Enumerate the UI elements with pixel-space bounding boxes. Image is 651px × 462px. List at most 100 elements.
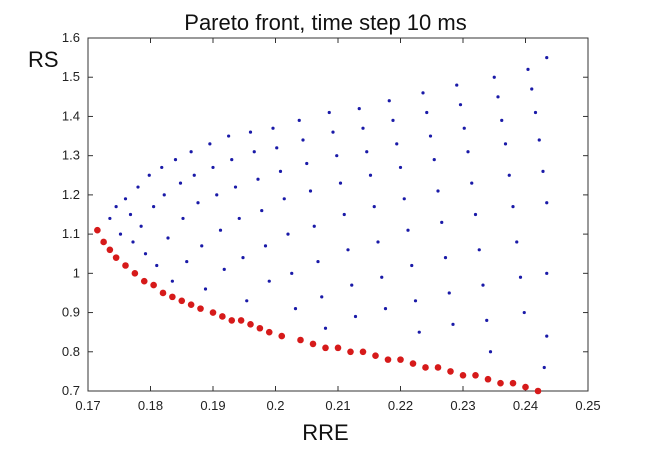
solution-point	[353, 314, 358, 319]
pareto-point	[397, 356, 404, 363]
pareto-point	[228, 317, 236, 324]
solution-point	[542, 365, 546, 370]
solution-point	[166, 236, 170, 240]
solution-point	[368, 173, 373, 177]
pareto-point	[219, 313, 226, 320]
solution-point	[118, 232, 123, 236]
solution-point	[346, 248, 350, 252]
solution-point	[218, 228, 223, 232]
pareto-point	[100, 238, 107, 246]
pareto-point	[265, 328, 273, 336]
axes-frame	[87, 37, 589, 392]
solution-point	[383, 307, 388, 311]
pareto-point	[522, 383, 529, 391]
solution-point	[181, 216, 185, 221]
solution-point	[136, 185, 140, 189]
x-axis-label: RRE	[302, 420, 349, 445]
solution-point	[455, 83, 459, 87]
solution-point	[196, 201, 200, 205]
solution-point	[545, 271, 549, 275]
solution-point	[241, 256, 245, 260]
x-tick-label: 0.21	[325, 398, 350, 413]
pareto-point	[422, 364, 429, 371]
solution-point	[398, 165, 403, 170]
solution-point	[470, 181, 474, 185]
solution-point	[323, 326, 328, 330]
y-tick-label: 0.9	[62, 305, 80, 320]
solution-point	[421, 91, 425, 95]
solution-point	[331, 130, 335, 134]
solution-point	[155, 263, 159, 268]
solution-point	[503, 142, 508, 146]
solution-point	[192, 173, 196, 177]
pareto-point	[112, 254, 120, 261]
solution-point	[391, 118, 395, 122]
pareto-point	[359, 348, 367, 356]
pareto-point	[131, 270, 139, 277]
solution-point	[131, 240, 135, 244]
solution-point	[237, 216, 241, 221]
solution-point	[173, 157, 178, 162]
pareto-point	[309, 340, 317, 348]
solution-point	[541, 169, 545, 173]
pareto-point	[247, 321, 254, 328]
solution-point	[533, 110, 538, 115]
x-tick-label: 0.24	[513, 398, 538, 413]
solution-point	[278, 169, 283, 173]
solution-point	[248, 130, 253, 134]
solution-point	[492, 75, 496, 79]
y-tick-label: 1.5	[62, 69, 80, 84]
solution-point	[402, 197, 406, 201]
solution-point	[189, 150, 193, 154]
solution-point	[245, 299, 249, 303]
pareto-point	[237, 317, 245, 324]
solution-point	[123, 197, 128, 201]
y-tick-label: 1.4	[62, 108, 80, 123]
solution-point	[545, 56, 549, 60]
pareto-point	[159, 289, 167, 297]
solution-point	[365, 150, 369, 154]
pareto-point	[497, 379, 504, 387]
x-tick-label: 0.17	[75, 398, 100, 413]
solution-point	[208, 142, 212, 146]
solution-point	[387, 99, 391, 103]
solution-point	[170, 279, 174, 283]
solution-point	[128, 212, 133, 217]
pareto-point	[278, 332, 286, 340]
solution-point	[526, 67, 530, 71]
solution-point	[406, 228, 410, 232]
solution-point	[488, 350, 493, 354]
solution-point	[215, 193, 219, 197]
solution-point	[466, 150, 470, 154]
y-tick-label: 1.2	[62, 187, 80, 202]
solution-point	[451, 322, 455, 326]
solution-point	[511, 205, 515, 209]
pareto-point	[94, 226, 101, 234]
x-tick-label: 0.18	[138, 398, 163, 413]
solution-point	[417, 330, 421, 334]
pareto-point	[122, 262, 129, 269]
solution-point	[327, 110, 331, 115]
solution-point	[185, 259, 189, 264]
solution-point	[410, 263, 414, 268]
solution-point	[160, 165, 164, 170]
x-tick-label: 0.23	[450, 398, 475, 413]
pareto-point	[256, 324, 264, 332]
y-tick-label: 1	[73, 265, 80, 280]
x-tick-label: 0.22	[388, 398, 413, 413]
solution-point	[143, 252, 148, 256]
solution-point	[139, 224, 143, 228]
pareto-point	[409, 360, 417, 367]
solution-point	[428, 134, 433, 138]
solution-point	[114, 205, 118, 209]
solution-point	[436, 189, 440, 193]
pareto-point	[169, 293, 176, 301]
solution-point	[518, 275, 523, 279]
solution-point	[350, 283, 354, 287]
pareto-point	[297, 336, 304, 344]
solution-point	[545, 201, 549, 205]
x-tick-label: 0.19	[200, 398, 225, 413]
solution-point	[290, 271, 294, 275]
solution-point	[425, 110, 429, 115]
solution-point	[162, 193, 166, 197]
